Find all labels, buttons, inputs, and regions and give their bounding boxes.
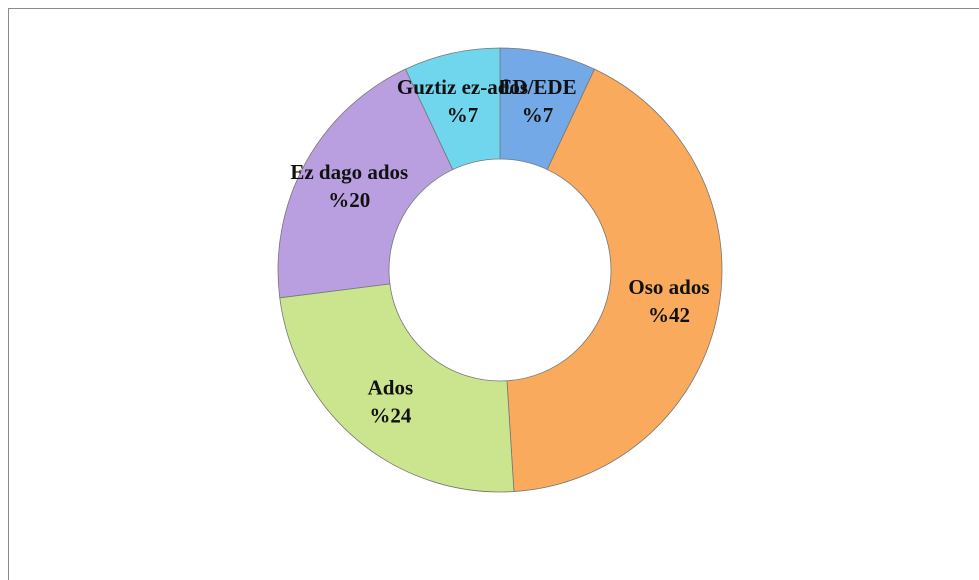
slice-label: Guztiz ez-ados — [397, 75, 528, 99]
slice-label: ED/EDE — [498, 75, 576, 99]
donut-slice — [277, 68, 454, 299]
slice-value-label: %24 — [369, 403, 412, 427]
slice-value-label: %7 — [522, 103, 554, 127]
slice-label: Ez dago ados — [290, 160, 408, 184]
donut-slice — [404, 47, 501, 171]
slice-value-label: %7 — [447, 103, 479, 127]
slice-label: Ados — [368, 375, 414, 399]
slice-value-label: %20 — [328, 188, 370, 212]
donut-slice — [506, 68, 723, 492]
slice-label: Oso ados — [628, 275, 709, 299]
slice-value-label: %42 — [648, 303, 690, 327]
donut-slice — [279, 283, 515, 493]
